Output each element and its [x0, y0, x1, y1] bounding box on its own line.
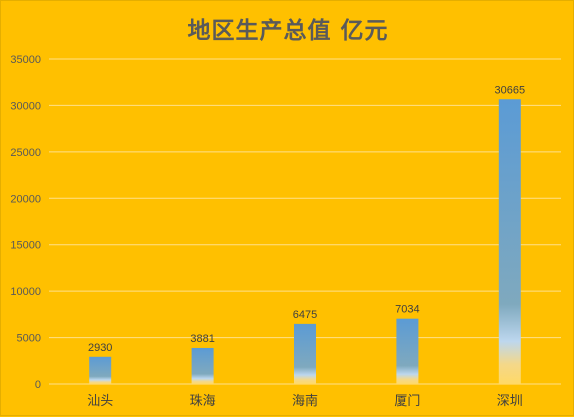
y-tick-label: 0	[35, 379, 41, 391]
x-category-label: 海南	[292, 393, 318, 409]
chart-title: 地区生产总值 亿元	[187, 18, 389, 44]
bar	[191, 347, 214, 384]
bar	[498, 99, 521, 384]
x-category-label: 珠海	[190, 394, 216, 409]
data-label: 30665	[495, 84, 526, 96]
data-label: 7034	[395, 304, 419, 316]
y-tick-label: 20000	[10, 193, 41, 205]
y-tick-label: 25000	[10, 147, 41, 159]
x-category-label: 汕头	[87, 394, 113, 409]
bar	[294, 323, 316, 384]
x-category-label: 厦门	[394, 394, 420, 409]
y-tick-label: 30000	[10, 100, 41, 112]
y-tick-label: 35000	[10, 54, 41, 66]
data-label: 3881	[190, 333, 214, 345]
data-label: 2930	[88, 342, 112, 354]
y-tick-label: 10000	[10, 286, 41, 298]
bar	[396, 318, 419, 384]
bar	[89, 356, 112, 384]
y-tick-label: 15000	[10, 240, 41, 252]
y-tick-label: 5000	[17, 333, 41, 345]
data-label: 6475	[293, 309, 317, 321]
x-category-label: 深圳	[497, 394, 523, 409]
